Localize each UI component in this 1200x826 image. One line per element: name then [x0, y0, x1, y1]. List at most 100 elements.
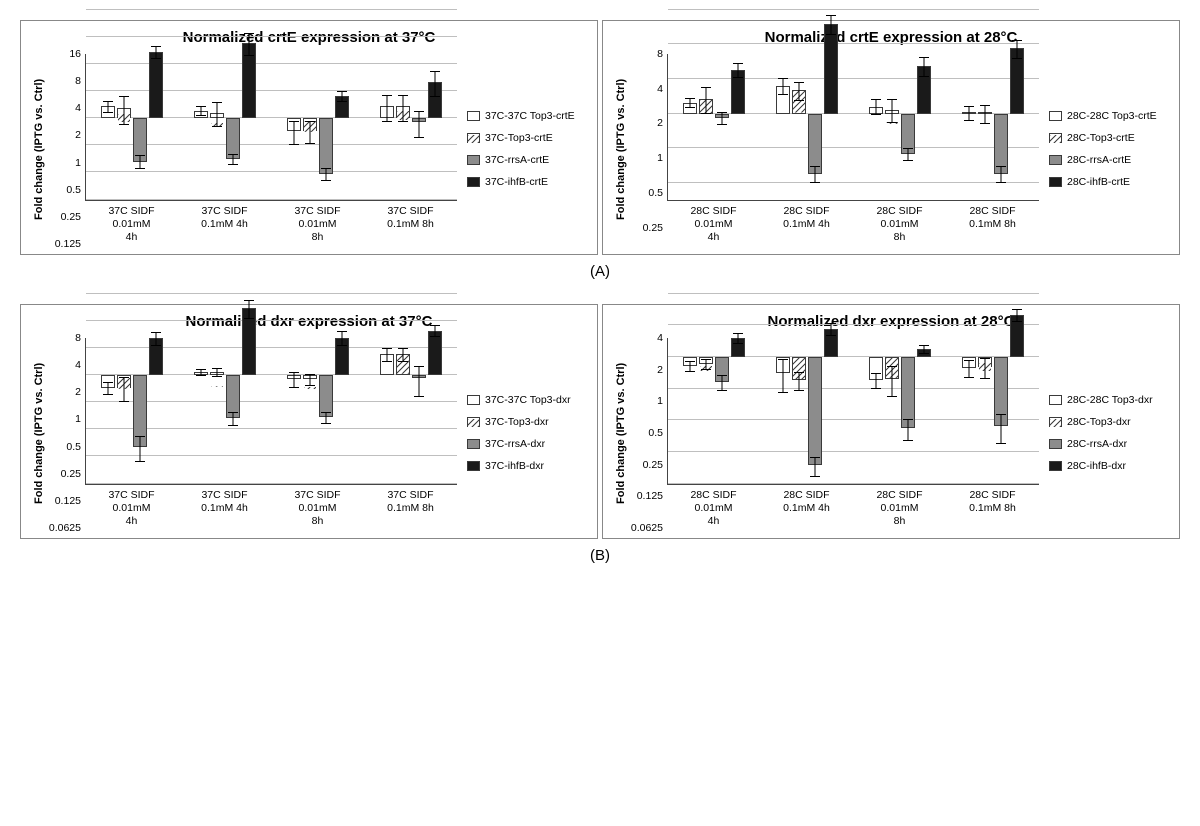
bar-slot: [824, 338, 838, 484]
x-label: 37C SIDF0.01mM4h: [85, 205, 178, 244]
legend-item: 28C-rrsA-dxr: [1049, 438, 1169, 450]
bar-slot: [917, 54, 931, 200]
x-label: 37C SIDF0.01mM8h: [271, 489, 364, 528]
plot-wrap: 28C SIDF0.01mM4h28C SIDF0.1mM 4h28C SIDF…: [667, 54, 1039, 244]
legend: 28C-28C Top3-crtE28C-Top3-crtE28C-rrsA-c…: [1039, 54, 1169, 244]
y-tick: 0.0625: [631, 522, 663, 534]
y-tick: 0.5: [66, 441, 81, 453]
chart-panel: Normalized dxr expression at 28°C Fold ch…: [602, 304, 1180, 539]
bar-slot: [962, 338, 976, 484]
gridline: [86, 320, 457, 321]
error-bar: [685, 98, 695, 108]
bar-slot: [715, 54, 729, 200]
legend-item: 28C-ihfB-crtE: [1049, 176, 1169, 188]
y-tick: 0.25: [61, 211, 81, 223]
bar-slot: [962, 54, 976, 200]
bar-group: [179, 338, 272, 484]
bar-slot: [133, 54, 147, 200]
error-bar: [382, 95, 392, 122]
error-bar: [337, 91, 347, 102]
bar-slot: [194, 338, 208, 484]
bar-slot: [428, 338, 442, 484]
error-bar: [103, 382, 113, 395]
error-bar: [119, 377, 129, 402]
error-bar: [212, 102, 222, 127]
x-label: 28C SIDF0.1mM 4h: [760, 205, 853, 244]
legend-swatch: [1049, 395, 1062, 405]
figure-row-a: Normalized crtE expression at 37°C Fold c…: [20, 20, 1180, 255]
legend-item: 37C-ihfB-crtE: [467, 176, 587, 188]
legend-label: 37C-ihfB-crtE: [485, 176, 548, 188]
error-bar: [103, 101, 113, 113]
bar-slot: [242, 54, 256, 200]
bar-slot: [117, 338, 131, 484]
error-bar: [778, 78, 788, 95]
bars-layer: [668, 54, 1039, 200]
legend-swatch: [467, 133, 480, 143]
error-bar: [685, 361, 695, 372]
y-tick: 2: [657, 117, 663, 129]
bar-slot: [776, 54, 790, 200]
y-tick: 0.25: [643, 222, 663, 234]
bar-slot: [412, 54, 426, 200]
y-tick: 1: [75, 413, 81, 425]
y-tick: 0.125: [637, 490, 663, 502]
y-axis: 0.06250.1250.250.51248: [47, 338, 85, 528]
y-tick: 2: [657, 364, 663, 376]
bar: [994, 114, 1008, 174]
y-tick: 4: [75, 102, 81, 114]
bar-slot: [194, 54, 208, 200]
bar-slot: [303, 54, 317, 200]
bar-slot: [428, 54, 442, 200]
bar-group: [854, 54, 947, 200]
bar-slot: [396, 54, 410, 200]
error-bar: [903, 148, 913, 161]
legend-item: 28C-Top3-dxr: [1049, 416, 1169, 428]
bar-group: [668, 338, 761, 484]
x-axis-labels: 37C SIDF0.01mM4h37C SIDF0.1mM 4h37C SIDF…: [85, 205, 457, 244]
legend: 37C-37C Top3-dxr37C-Top3-dxr37C-rrsA-dxr…: [457, 338, 587, 528]
bar-slot: [683, 338, 697, 484]
bar-slot: [210, 54, 224, 200]
bar-group: [364, 54, 457, 200]
bar-slot: [792, 54, 806, 200]
y-axis: 0.06250.1250.250.5124: [629, 338, 667, 528]
error-bar: [919, 345, 929, 354]
legend-swatch: [1049, 155, 1062, 165]
error-bar: [119, 96, 129, 124]
x-label: 37C SIDF0.1mM 4h: [178, 205, 271, 244]
x-label: 28C SIDF0.01mM4h: [667, 489, 760, 528]
chart-title: Normalized dxr expression at 28°C: [613, 313, 1169, 330]
legend-item: 28C-28C Top3-dxr: [1049, 394, 1169, 406]
legend-swatch: [1049, 177, 1062, 187]
legend-swatch: [1049, 133, 1062, 143]
legend-swatch: [467, 417, 480, 427]
legend: 28C-28C Top3-dxr 28C-Top3-dxr 28C-rrsA-dxr…: [1039, 338, 1169, 528]
chart-body: Fold change (IPTG vs. Ctrl)0.1250.250.51…: [31, 54, 587, 244]
legend-item: 37C-37C Top3-crtE: [467, 110, 587, 122]
error-bar: [151, 332, 161, 346]
legend-item: 37C-37C Top3-dxr: [467, 394, 587, 406]
bar-slot: [380, 54, 394, 200]
error-bar: [826, 323, 836, 335]
legend-label: 37C-37C Top3-dxr: [485, 394, 571, 406]
y-tick: 16: [69, 48, 81, 60]
legend-item: 28C-rrsA-crtE: [1049, 154, 1169, 166]
chart-title: Normalized dxr expression at 37°C: [31, 313, 587, 330]
y-tick: 8: [657, 48, 663, 60]
chart-body: Fold change (IPTG vs. Ctrl)0.250.5124828…: [613, 54, 1169, 244]
bar-slot: [101, 338, 115, 484]
error-bar: [794, 372, 804, 391]
bar-slot: [226, 54, 240, 200]
legend-label: 37C-ihfB-dxr: [485, 460, 544, 472]
bar-group: [179, 54, 272, 200]
x-label: 37C SIDF0.01mM4h: [85, 489, 178, 528]
x-axis-labels: 28C SIDF0.01mM4h28C SIDF0.1mM 4h28C SIDF…: [667, 205, 1039, 244]
plot-wrap: 37C SIDF0.01mM4h37C SIDF0.1mM 4h37C SIDF…: [85, 54, 457, 244]
bar-group: [946, 54, 1039, 200]
y-tick: 0.5: [66, 184, 81, 196]
y-tick: 2: [75, 129, 81, 141]
chart-title: Normalized crtE expression at 37°C: [31, 29, 587, 46]
chart-body: Fold change (IPTG vs. Ctrl)0.06250.1250.…: [613, 338, 1169, 528]
chart-body: Fold change (IPTG vs. Ctrl)0.06250.1250.…: [31, 338, 587, 528]
